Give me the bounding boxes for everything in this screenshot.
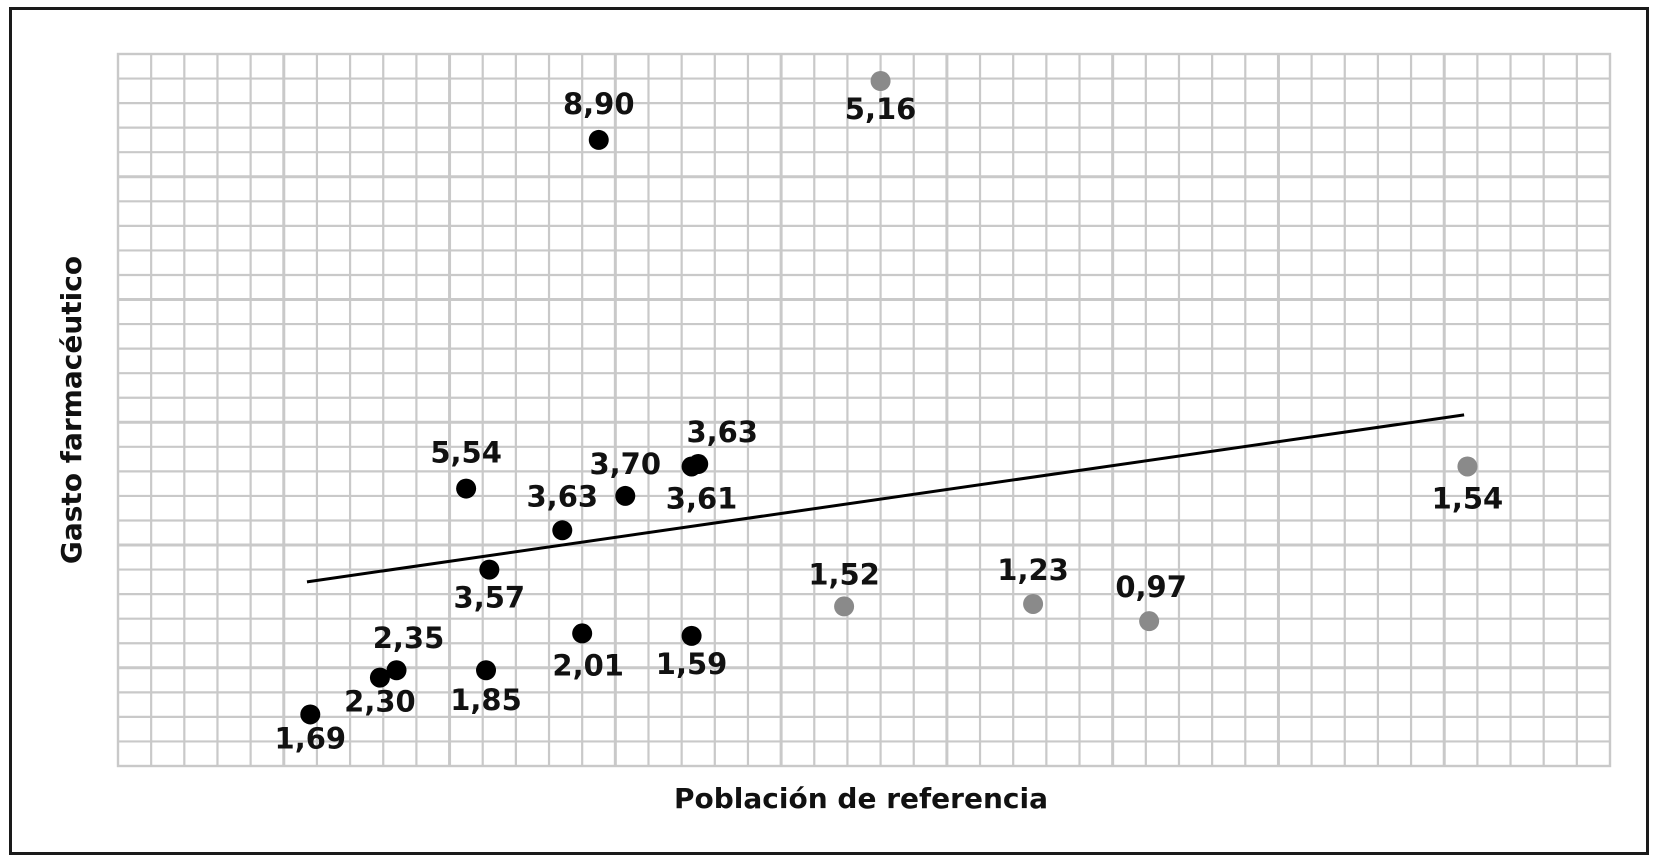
- data-point: [1023, 593, 1044, 614]
- data-point: [1457, 456, 1478, 477]
- data-point: [588, 129, 609, 150]
- data-label: 3,63: [527, 479, 599, 513]
- data-point: [386, 660, 407, 681]
- data-point: [572, 623, 593, 644]
- data-label: 1,52: [808, 557, 880, 591]
- data-point: [615, 485, 636, 506]
- data-label: 1,69: [275, 721, 347, 755]
- data-label: 3,57: [454, 581, 526, 615]
- data-label: 1,23: [997, 553, 1069, 587]
- data-point: [1139, 611, 1160, 632]
- data-label: 1,54: [1432, 481, 1504, 515]
- data-label: 2,30: [344, 685, 416, 719]
- trend-line-group: [306, 413, 1465, 584]
- y-axis-label: Gasto farmacéutico: [55, 256, 88, 564]
- data-point: [479, 559, 500, 580]
- trend-line: [306, 413, 1465, 584]
- data-label: 5,16: [845, 92, 917, 126]
- data-point: [552, 520, 573, 541]
- data-label: 8,90: [563, 87, 635, 121]
- data-point: [456, 478, 477, 499]
- data-point: [681, 625, 702, 646]
- plot-area: [116, 52, 1612, 768]
- data-label: 3,61: [666, 481, 738, 515]
- data-point: [834, 596, 855, 617]
- data-label: 5,54: [430, 436, 502, 470]
- data-label: 1,85: [450, 683, 522, 717]
- data-point: [870, 71, 891, 92]
- data-label: 0,97: [1115, 570, 1187, 604]
- data-point: [300, 704, 321, 725]
- data-point: [369, 667, 390, 688]
- data-label: 1,59: [656, 647, 728, 681]
- data-label: 2,35: [373, 621, 445, 655]
- grid: [116, 52, 1612, 768]
- data-label: 3,63: [686, 415, 758, 449]
- data-points: [300, 71, 1478, 725]
- data-point: [688, 454, 709, 475]
- x-axis-label: Población de referencia: [674, 782, 1048, 815]
- data-labels: 1,692,30 2,351,85 3,57 5,54 3,63 2,01 8,90 3,70…: [275, 87, 1504, 756]
- data-point: [476, 660, 497, 681]
- data-label: 3,70: [589, 447, 661, 481]
- data-label: 2,01: [552, 648, 624, 682]
